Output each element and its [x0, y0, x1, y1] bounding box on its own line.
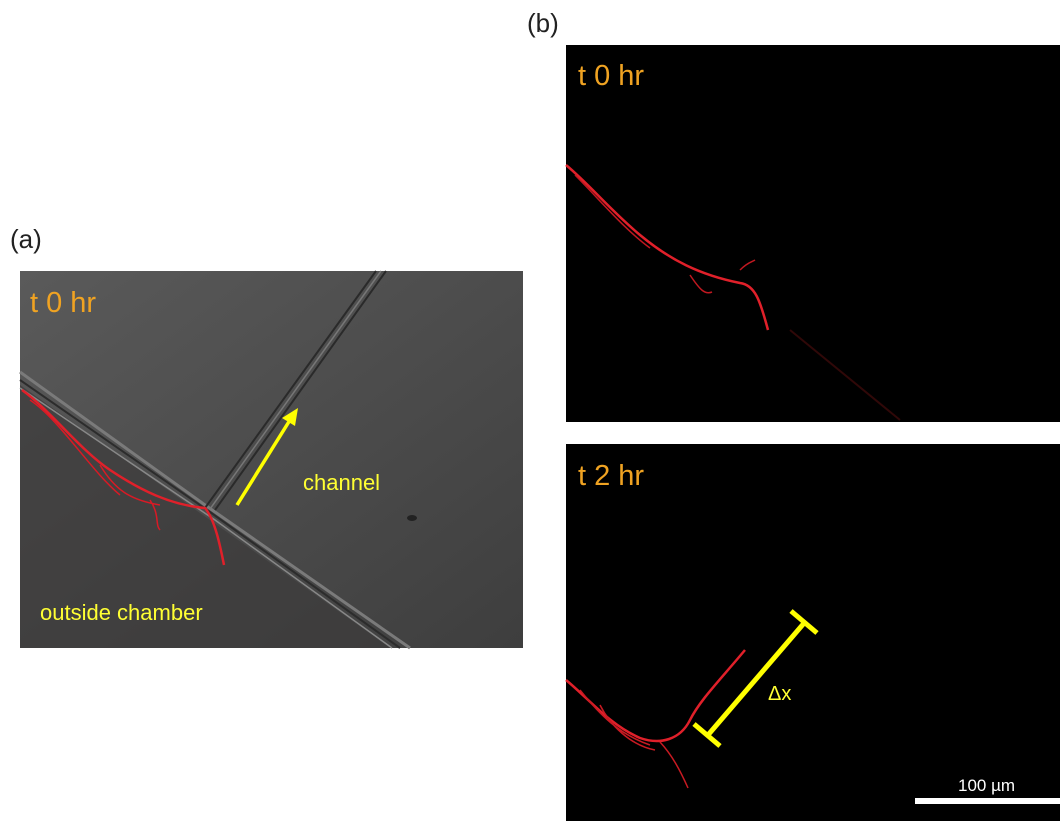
panel-label: (a) — [10, 224, 42, 254]
time-label: t 0 hr — [578, 60, 644, 92]
annotation: outside chamber — [40, 600, 203, 625]
scale-bar-label: 100 µm — [958, 776, 1015, 795]
panel-b-top-image — [566, 45, 1060, 422]
annotation: channel — [303, 470, 380, 495]
time-label: t 2 hr — [578, 460, 644, 492]
figure: (a) t 0 hr channel outside chamber (b) t… — [0, 0, 1060, 821]
panel-label: (b) — [527, 8, 559, 38]
time-label: t 0 hr — [30, 287, 96, 319]
annotation: Δx — [768, 683, 791, 705]
panel-a-image — [20, 271, 523, 648]
